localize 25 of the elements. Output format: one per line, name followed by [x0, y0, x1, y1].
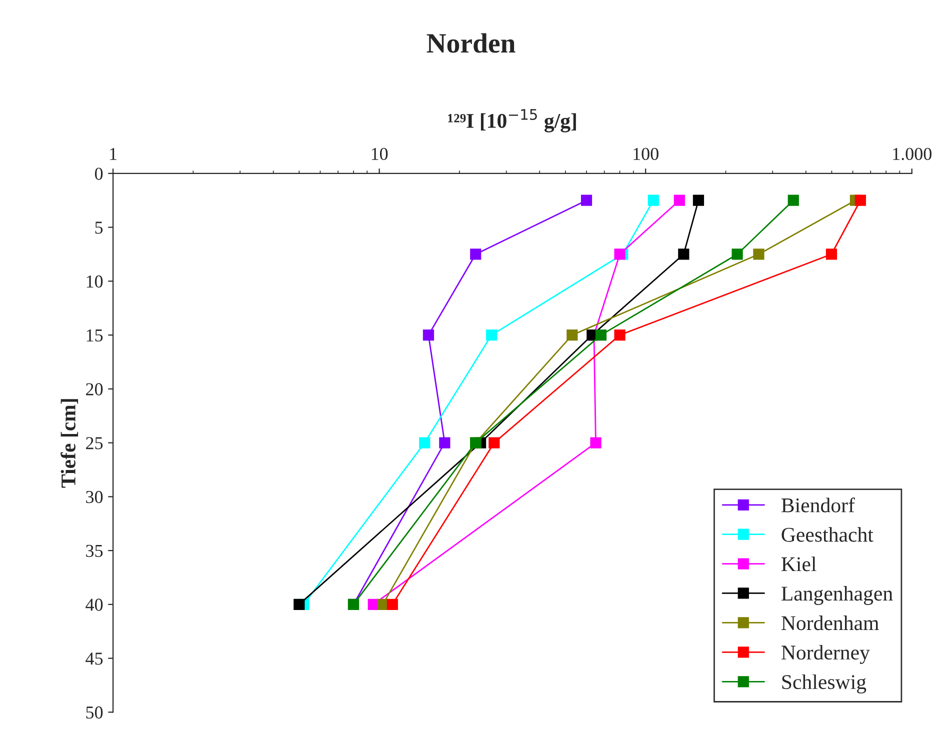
- y-tick-label: 45: [86, 652, 103, 665]
- y-tick-label: 10: [86, 275, 103, 288]
- y-tick-label: 35: [86, 544, 103, 557]
- legend-label: Langenhagen: [781, 586, 893, 605]
- y-tick-label: 25: [86, 437, 103, 450]
- y-tick-label: 5: [95, 222, 103, 234]
- legend-label: Geesthacht: [782, 527, 874, 542]
- y-tick-label: 15: [86, 329, 103, 342]
- y-tick-label: 50: [86, 706, 103, 719]
- legend-label: Schleswig: [782, 674, 866, 694]
- legend-label: Kiel: [781, 556, 816, 572]
- y-tick-label: 0: [94, 168, 103, 180]
- x-tick-label: 1: [110, 148, 116, 160]
- legend-label: Norderney: [781, 644, 870, 664]
- x-tick-label: 10: [372, 148, 388, 160]
- y-tick-label: 40: [86, 598, 103, 611]
- chart-title: Norden: [426, 33, 516, 53]
- legend-label: Biendorf: [781, 498, 855, 512]
- x-tick-label: 100: [634, 148, 658, 160]
- y-tick-label: 30: [86, 490, 103, 504]
- y-axis-title: Tiefe [cm]: [60, 399, 78, 488]
- y-tick-label: 20: [86, 383, 103, 396]
- legend-label: Nordenham: [781, 616, 879, 630]
- x-axis-title: ¹²⁹I [10$^{−15}$ g/g]: [448, 109, 576, 132]
- x-tick-label: 1.000: [893, 148, 932, 160]
